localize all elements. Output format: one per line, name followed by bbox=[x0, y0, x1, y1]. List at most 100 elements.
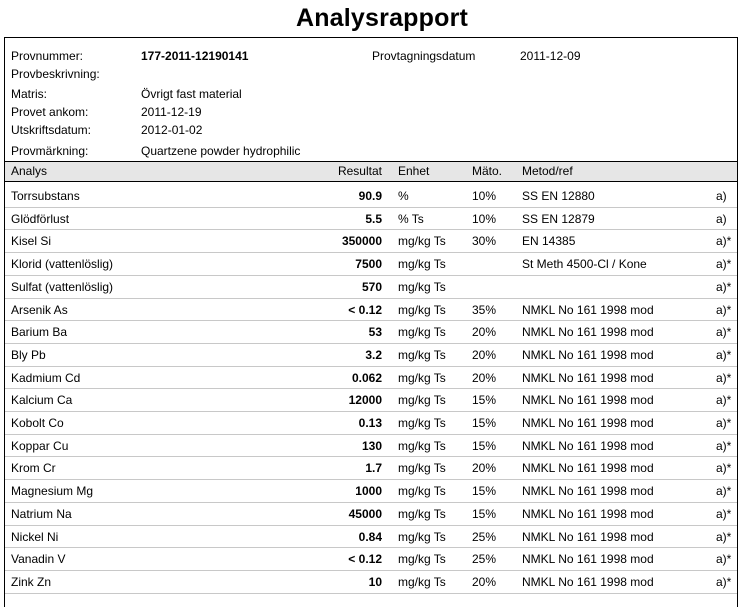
cell-mato: 15% bbox=[472, 393, 497, 408]
cell-resultat: 350000 bbox=[341, 234, 382, 249]
cell-ref: a)* bbox=[716, 279, 732, 294]
cell-ref: a)* bbox=[716, 302, 732, 317]
cell-analys: Zink Zn bbox=[11, 574, 52, 589]
markning-label: Provmärkning: bbox=[11, 144, 89, 158]
row-separator bbox=[5, 434, 737, 435]
cell-ref: a)* bbox=[716, 347, 732, 362]
cell-metod: NMKL No 161 1998 mod bbox=[522, 347, 654, 362]
cell-ref: a) bbox=[716, 211, 727, 226]
row-separator bbox=[5, 207, 737, 208]
cell-mato: 35% bbox=[472, 302, 497, 317]
table-header-rule bbox=[5, 181, 737, 182]
cell-ref: a) bbox=[716, 189, 727, 203]
row-separator bbox=[5, 411, 737, 412]
cell-enhet: mg/kg Ts bbox=[398, 574, 446, 589]
cell-enhet: % bbox=[398, 189, 409, 203]
cell-resultat: 0.13 bbox=[358, 416, 382, 430]
cell-metod: NMKL No 161 1998 mod bbox=[522, 461, 654, 476]
cell-analys: Arsenik As bbox=[11, 302, 68, 317]
cell-enhet: mg/kg Ts bbox=[398, 461, 446, 476]
cell-mato: 20% bbox=[472, 574, 497, 589]
cell-resultat: 0.84 bbox=[358, 529, 382, 544]
cell-ref: a)* bbox=[716, 461, 732, 476]
cell-mato: 10% bbox=[472, 189, 497, 203]
cell-resultat: 130 bbox=[361, 438, 382, 453]
cell-mato: 25% bbox=[472, 529, 497, 544]
cell-enhet: mg/kg Ts bbox=[398, 506, 446, 521]
cell-resultat: 7500 bbox=[355, 257, 382, 272]
cell-metod: NMKL No 161 1998 mod bbox=[522, 325, 654, 340]
row-separator bbox=[5, 275, 737, 276]
cell-analys: Klorid (vattenlöslig) bbox=[11, 257, 114, 272]
cell-resultat: 1.7 bbox=[365, 461, 382, 476]
markning-value: Quartzene powder hydrophilic bbox=[141, 144, 301, 158]
cell-analys: Koppar Cu bbox=[11, 438, 69, 453]
cell-enhet: mg/kg Ts bbox=[398, 257, 446, 272]
utskrift-label: Utskriftsdatum: bbox=[11, 123, 92, 137]
cell-ref: a)* bbox=[716, 234, 732, 249]
cell-enhet: mg/kg Ts bbox=[398, 234, 446, 249]
matris-label: Matris: bbox=[11, 87, 47, 101]
row-separator bbox=[5, 547, 737, 548]
cell-mato: 20% bbox=[472, 325, 497, 340]
provbeskrivning-label: Provbeskrivning: bbox=[11, 67, 100, 81]
cell-enhet: mg/kg Ts bbox=[398, 325, 446, 340]
cell-enhet: mg/kg Ts bbox=[398, 302, 446, 317]
ankom-value: 2011-12-19 bbox=[141, 105, 202, 119]
cell-analys: Krom Cr bbox=[11, 461, 56, 476]
cell-resultat: 570 bbox=[361, 279, 382, 294]
cell-resultat: 10 bbox=[368, 574, 382, 589]
cell-ref: a)* bbox=[716, 370, 732, 385]
cell-mato: 15% bbox=[472, 438, 497, 453]
cell-analys: Bly Pb bbox=[11, 347, 46, 362]
cell-resultat: 1000 bbox=[355, 484, 382, 499]
cell-mato: 25% bbox=[472, 552, 497, 567]
cell-enhet: mg/kg Ts bbox=[398, 347, 446, 362]
cell-metod: NMKL No 161 1998 mod bbox=[522, 302, 654, 317]
row-separator bbox=[5, 343, 737, 344]
cell-ref: a)* bbox=[716, 325, 732, 340]
ankom-label: Provet ankom: bbox=[11, 105, 89, 119]
cell-enhet: mg/kg Ts bbox=[398, 279, 446, 294]
row-separator bbox=[5, 298, 737, 299]
cell-metod: NMKL No 161 1998 mod bbox=[522, 370, 654, 385]
cell-enhet: mg/kg Ts bbox=[398, 416, 446, 430]
provnummer-value: 177-2011-12190141 bbox=[141, 49, 249, 63]
cell-analys: Magnesium Mg bbox=[11, 484, 94, 499]
cell-metod: NMKL No 161 1998 mod bbox=[522, 552, 654, 567]
cell-ref: a)* bbox=[716, 529, 732, 544]
cell-analys: Sulfat (vattenlöslig) bbox=[11, 279, 114, 294]
cell-ref: a)* bbox=[716, 484, 732, 499]
cell-analys: Natrium Na bbox=[11, 506, 72, 521]
col-header-enhet: Enhet bbox=[398, 164, 430, 178]
row-separator bbox=[5, 570, 737, 571]
col-header-analys: Analys bbox=[11, 164, 48, 178]
report-frame bbox=[4, 37, 738, 607]
cell-enhet: mg/kg Ts bbox=[398, 438, 446, 453]
cell-resultat: 53 bbox=[368, 325, 382, 340]
row-separator bbox=[5, 252, 737, 253]
cell-ref: a)* bbox=[716, 574, 732, 589]
row-separator bbox=[5, 479, 737, 480]
col-header-metod: Metod/ref bbox=[522, 164, 573, 178]
cell-resultat: 0.062 bbox=[351, 370, 382, 385]
cell-analys: Vanadin V bbox=[11, 552, 66, 567]
cell-enhet: mg/kg Ts bbox=[398, 529, 446, 544]
cell-metod: NMKL No 161 1998 mod bbox=[522, 529, 654, 544]
row-separator bbox=[5, 502, 737, 503]
cell-metod: NMKL No 161 1998 mod bbox=[522, 393, 654, 408]
cell-mato: 15% bbox=[472, 416, 497, 430]
cell-ref: a)* bbox=[716, 416, 732, 430]
cell-metod: SS EN 12879 bbox=[522, 211, 595, 226]
cell-metod: NMKL No 161 1998 mod bbox=[522, 438, 654, 453]
col-header-mato: Mäto. bbox=[472, 164, 503, 178]
row-separator bbox=[5, 366, 737, 367]
cell-mato: 15% bbox=[472, 484, 497, 499]
provtagningsdatum-value: 2011-12-09 bbox=[520, 49, 581, 63]
cell-analys: Nickel Ni bbox=[11, 529, 59, 544]
cell-resultat: < 0.12 bbox=[348, 302, 382, 317]
utskrift-value: 2012-01-02 bbox=[141, 123, 203, 137]
cell-metod: SS EN 12880 bbox=[522, 189, 595, 203]
cell-analys: Torrsubstans bbox=[11, 189, 80, 203]
cell-resultat: 5.5 bbox=[365, 211, 382, 226]
